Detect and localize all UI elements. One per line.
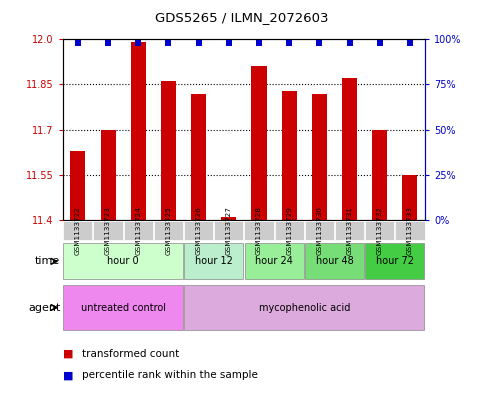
Bar [252,66,267,220]
Text: GSM1133724: GSM1133724 [135,206,141,255]
Text: GSM1133728: GSM1133728 [256,206,262,255]
Text: mycophenolic acid: mycophenolic acid [258,303,350,312]
Point [134,40,142,46]
Bar [100,130,115,220]
Text: hour 12: hour 12 [195,256,233,266]
Point [406,40,414,46]
Point [165,40,172,46]
Bar [63,243,183,279]
Text: time: time [35,256,60,266]
Point [315,40,323,46]
Text: GSM1133723: GSM1133723 [105,206,111,255]
Point [195,40,202,46]
Bar [402,175,417,220]
Point [225,40,233,46]
Bar [63,285,183,330]
Text: percentile rank within the sample: percentile rank within the sample [82,370,258,380]
Text: GSM1133722: GSM1133722 [75,206,81,255]
Point [255,40,263,46]
Text: hour 24: hour 24 [255,256,293,266]
Bar [342,79,357,220]
Point [104,40,112,46]
Text: GSM1133733: GSM1133733 [407,206,413,255]
Bar [71,151,85,220]
Bar [282,90,297,220]
Bar [161,81,176,220]
Bar [191,94,206,220]
Bar [365,243,425,279]
Text: GSM1133726: GSM1133726 [196,206,201,255]
Bar [184,285,425,330]
Bar [244,243,304,279]
Bar [221,217,236,220]
Text: hour 72: hour 72 [376,256,414,266]
Point [376,40,384,46]
Bar [372,130,387,220]
Text: GSM1133732: GSM1133732 [377,206,383,255]
Bar [312,94,327,220]
Text: ■: ■ [63,349,73,359]
Text: GSM1133729: GSM1133729 [286,206,292,255]
Point [74,40,82,46]
Text: hour 0: hour 0 [107,256,139,266]
Point [346,40,354,46]
Text: GSM1133725: GSM1133725 [166,206,171,255]
Text: ■: ■ [63,370,73,380]
Bar [184,243,243,279]
Bar [305,243,364,279]
Text: hour 48: hour 48 [315,256,354,266]
Text: GSM1133731: GSM1133731 [347,206,353,255]
Text: GSM1133730: GSM1133730 [316,206,322,255]
Text: agent: agent [28,303,60,312]
Point [285,40,293,46]
Text: transformed count: transformed count [82,349,179,359]
Text: GSM1133727: GSM1133727 [226,206,232,255]
Bar [131,42,146,220]
Text: untreated control: untreated control [81,303,166,312]
Text: GDS5265 / ILMN_2072603: GDS5265 / ILMN_2072603 [155,11,328,24]
